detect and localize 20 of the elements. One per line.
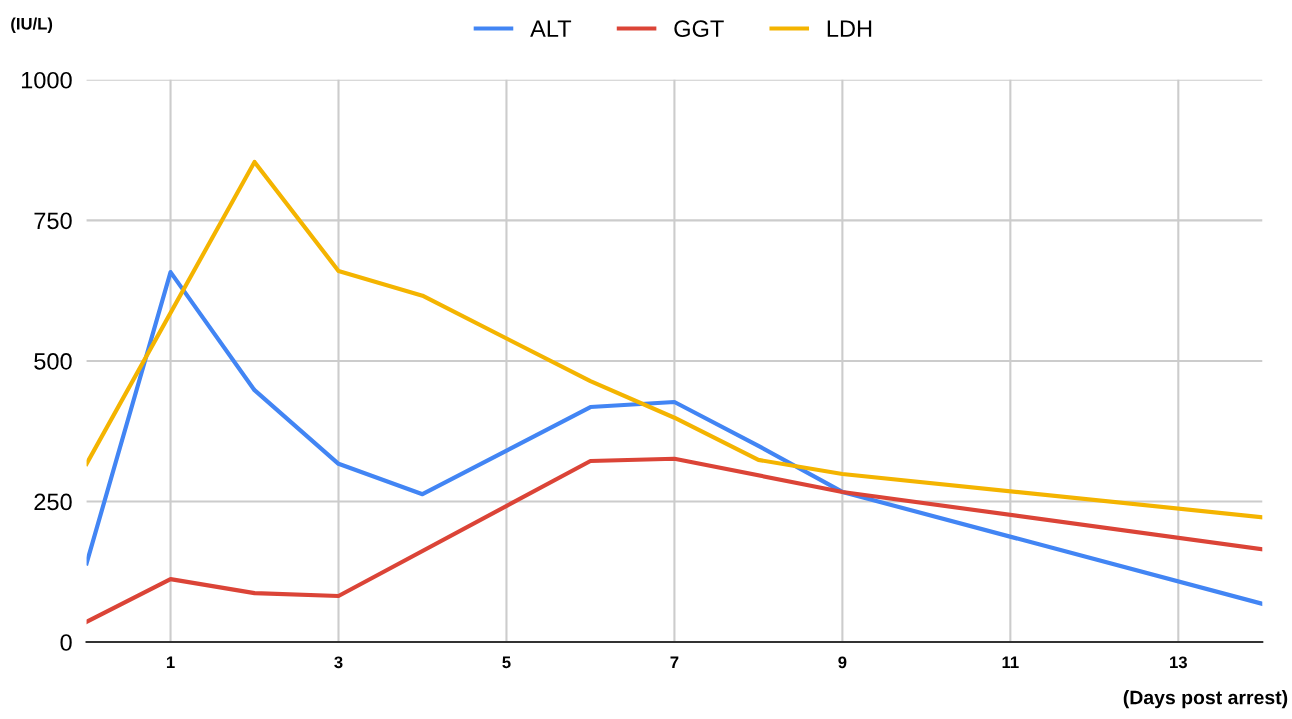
y-tick-label: 750 [34,212,72,230]
x-tick-label: 3 [334,656,343,669]
y-tick-label: 500 [34,353,72,370]
y-tick-label: 1000 [21,71,72,89]
line-series [86,456,1263,624]
line-series [86,159,1263,520]
line-series [86,270,1263,606]
x-tick-label: 13 [1170,656,1187,669]
legend-label: ALT [530,20,572,37]
y-axis-title: (IU/L) [11,17,53,33]
y-tick-label: 250 [34,493,72,511]
x-tick-label: 7 [670,656,679,669]
x-tick-label: 9 [838,656,847,669]
x-tick-label: 11 [1002,656,1019,669]
y-tick-label: 0 [60,634,72,651]
x-tick-label: 5 [502,656,511,669]
x-axis-title: (Days post arrest) [1123,690,1288,709]
legend-label: LDH [827,20,872,37]
legend-label: GGT [674,20,724,38]
x-tick-label: 1 [166,656,175,669]
